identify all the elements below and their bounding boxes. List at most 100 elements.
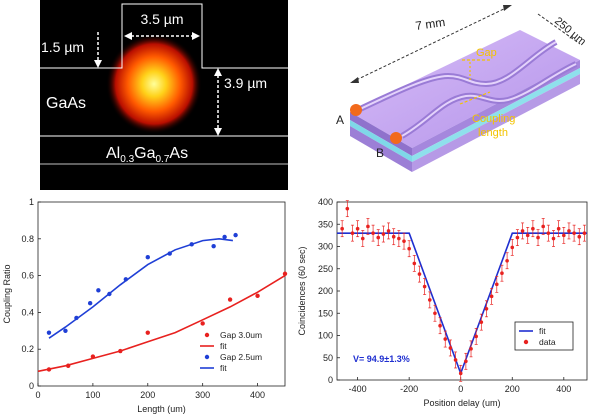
data-point xyxy=(227,297,233,302)
mode-profile-panel: 3.5 µm 1.5 µm 3.9 µm GaAs Al0.3Ga0.7As xyxy=(40,0,288,190)
y-tick-label: 0 xyxy=(29,381,34,391)
ridge-outline xyxy=(40,3,288,69)
data-point xyxy=(510,245,515,250)
x-axis-label: Length (um) xyxy=(137,404,186,414)
visibility-annotation: V= 94.9±1.3% xyxy=(353,354,410,364)
x-tick-label: 400 xyxy=(250,390,265,400)
legend-point-swatch xyxy=(523,339,529,345)
legend-label: data xyxy=(539,337,556,347)
data-point xyxy=(350,231,355,235)
series-line-3 xyxy=(48,237,234,339)
y-axis-label: Coupling Ratio xyxy=(2,264,12,323)
x-tick-label: -200 xyxy=(400,384,418,394)
data-point xyxy=(536,235,540,240)
x-tick-label: 100 xyxy=(85,390,100,400)
length-label: 7 mm xyxy=(414,15,446,33)
data-point xyxy=(525,233,530,238)
coupling-length-arrow xyxy=(459,91,491,105)
width-label: 3.5 µm xyxy=(140,11,183,27)
legend-point-swatch xyxy=(204,332,210,338)
data-point xyxy=(474,334,478,339)
data-point xyxy=(200,321,205,326)
y-tick-label: 350 xyxy=(318,219,333,229)
chip-schematic-panel: 7 mm 250 µm Gap Coupling length A B xyxy=(330,0,590,190)
chip-layer-right xyxy=(412,68,580,162)
chip-base-front xyxy=(350,126,412,172)
data-point xyxy=(222,234,227,240)
data-point xyxy=(407,246,411,251)
core-label: GaAs xyxy=(46,95,86,112)
data-point xyxy=(211,243,216,249)
port-b-label: B xyxy=(376,146,384,160)
data-point xyxy=(145,330,150,335)
depth-arrowhead-top xyxy=(214,68,222,76)
length-arrowhead-left xyxy=(350,77,359,83)
coupling-label-line1: Coupling xyxy=(472,113,515,125)
data-point xyxy=(556,226,561,231)
y-tick-label: 50 xyxy=(323,353,333,363)
x-tick-label: 0 xyxy=(35,390,40,400)
data-point xyxy=(371,231,375,235)
port-a-label: A xyxy=(336,113,344,127)
data-point xyxy=(531,226,535,231)
y-tick-label: 150 xyxy=(318,308,333,318)
data-point xyxy=(417,272,422,276)
legend-point-swatch xyxy=(204,354,210,360)
legend-label: fit xyxy=(220,341,227,351)
data-point xyxy=(360,236,365,241)
data-point xyxy=(63,328,68,333)
x-tick-label: 400 xyxy=(556,384,571,394)
data-point xyxy=(397,236,401,241)
legend-label: Gap 2.5um xyxy=(220,352,262,362)
gap-label: Gap xyxy=(476,47,497,59)
width-arrowhead-right xyxy=(192,32,200,40)
data-point xyxy=(412,261,417,266)
coincidence-svg: -400 -200 0 200 400 0 50 100 150 200 250 300 350 400 P… xyxy=(297,197,588,408)
depth-label: 3.9 µm xyxy=(224,75,267,91)
y-tick-label: 400 xyxy=(318,197,333,207)
depth-arrowhead-bottom xyxy=(214,128,222,136)
x-tick-label: 200 xyxy=(505,384,520,394)
data-point xyxy=(448,346,453,350)
data-point xyxy=(562,233,566,238)
y-tick-label: 0.4 xyxy=(21,307,34,317)
y-tick-label: 300 xyxy=(318,242,333,252)
length-arrowhead-right xyxy=(503,5,512,11)
substrate-label: Al0.3Ga0.7As xyxy=(106,145,188,165)
ridge-height-label: 1.5 µm xyxy=(41,39,84,55)
chip-width-dimension-line xyxy=(537,13,581,45)
data-point xyxy=(443,337,448,341)
y-tick-label: 0 xyxy=(328,375,333,385)
data-point xyxy=(366,224,370,229)
data-point xyxy=(381,232,386,236)
y-tick-label: 200 xyxy=(318,286,333,296)
y-tick-label: 0.6 xyxy=(21,271,34,281)
chip-layer-front xyxy=(350,120,412,162)
data-point xyxy=(402,239,406,243)
data-point xyxy=(567,229,571,233)
mode-profile-figure: 3.5 µm 1.5 µm 3.9 µm GaAs Al0.3Ga0.7As xyxy=(40,0,288,190)
data-point xyxy=(500,271,504,275)
data-point xyxy=(391,234,396,239)
x-tick-label: 200 xyxy=(140,390,155,400)
ridge-height-arrowhead xyxy=(94,60,102,68)
data-point xyxy=(145,255,150,260)
port-b-marker xyxy=(390,132,402,144)
data-point xyxy=(427,298,432,302)
chip-width-label: 250 µm xyxy=(552,15,588,48)
data-point xyxy=(546,231,551,235)
data-point xyxy=(577,234,582,239)
y-tick-label: 0.8 xyxy=(21,234,34,244)
coupling-ratio-svg: 0 100 200 300 400 0 0.2 0.4 0.6 0.8 1 Length (um) Co… xyxy=(2,197,288,414)
y-tick-label: 100 xyxy=(318,331,333,341)
data-point xyxy=(46,330,52,335)
x-tick-label: 0 xyxy=(458,384,463,394)
x-tick-label: -400 xyxy=(349,384,367,394)
data-point xyxy=(505,258,509,263)
data-point xyxy=(494,282,499,287)
data-point xyxy=(458,371,463,376)
x-tick-label: 300 xyxy=(195,390,210,400)
legend-label: fit xyxy=(220,363,227,373)
data-point xyxy=(422,284,427,289)
data-point xyxy=(433,311,437,316)
